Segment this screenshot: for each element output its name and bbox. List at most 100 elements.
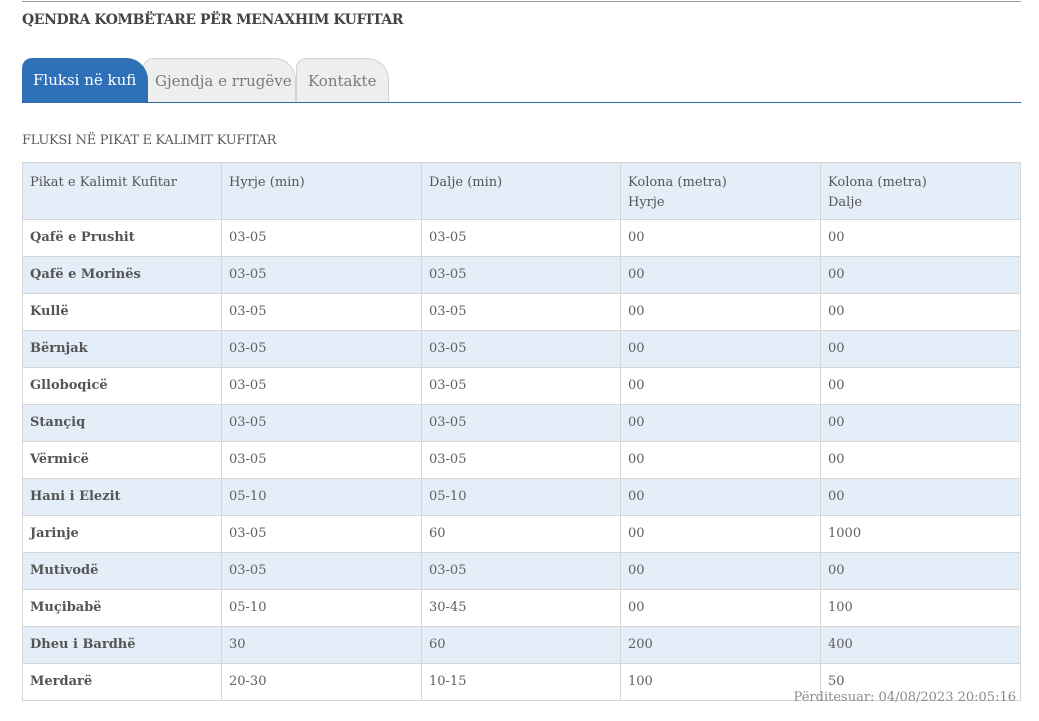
header-label: Kolona (metra) bbox=[828, 175, 927, 190]
queue-exit-cell: 00 bbox=[820, 256, 1021, 294]
queue-exit-cell: 00 bbox=[820, 552, 1021, 590]
entry-time-cell: 03-05 bbox=[221, 293, 422, 331]
exit-time-cell: 03-05 bbox=[421, 404, 621, 442]
entry-time-cell: 20-30 bbox=[221, 663, 422, 701]
queue-exit-cell: 00 bbox=[820, 330, 1021, 368]
crossing-point-cell: Bërnjak bbox=[22, 330, 222, 368]
exit-time-cell: 03-05 bbox=[421, 256, 621, 294]
queue-entry-cell: 00 bbox=[620, 330, 821, 368]
site-title: QENDRA KOMBËTARE PËR MENAXHIM KUFITAR bbox=[22, 12, 404, 28]
header-crossing-point: Pikat e Kalimit Kufitar bbox=[22, 162, 222, 220]
table-row: Muçibabë 05-10 30-45 00 100 bbox=[22, 589, 1021, 627]
table-row: Jarinje 03-05 60 00 1000 bbox=[22, 515, 1021, 553]
queue-exit-cell: 1000 bbox=[820, 515, 1021, 553]
crossing-point-cell: Muçibabë bbox=[22, 589, 222, 627]
table-row: Dheu i Bardhë 30 60 200 400 bbox=[22, 626, 1021, 664]
queue-entry-cell: 00 bbox=[620, 441, 821, 479]
top-divider bbox=[22, 1, 1021, 2]
section-title: FLUKSI NË PIKAT E KALIMIT KUFITAR bbox=[22, 133, 277, 148]
queue-entry-cell: 00 bbox=[620, 404, 821, 442]
queue-entry-cell: 00 bbox=[620, 589, 821, 627]
table-row: Kullë 03-05 03-05 00 00 bbox=[22, 293, 1021, 331]
queue-entry-cell: 00 bbox=[620, 478, 821, 516]
header-label: Kolona (metra) bbox=[628, 175, 727, 190]
crossing-point-cell: Glloboqicë bbox=[22, 367, 222, 405]
table-row: Merdarë 20-30 10-15 100 50 bbox=[22, 663, 1021, 701]
header-sublabel: Dalje bbox=[828, 195, 863, 210]
queue-entry-cell: 00 bbox=[620, 256, 821, 294]
header-entry-min: Hyrje (min) bbox=[221, 162, 422, 220]
exit-time-cell: 03-05 bbox=[421, 367, 621, 405]
entry-time-cell: 03-05 bbox=[221, 404, 422, 442]
crossing-point-cell: Qafë e Prushit bbox=[22, 219, 222, 257]
tab-road-conditions[interactable]: Gjendja e rrugëve bbox=[143, 58, 296, 102]
entry-time-cell: 03-05 bbox=[221, 441, 422, 479]
queue-exit-cell: 00 bbox=[820, 367, 1021, 405]
queue-entry-cell: 00 bbox=[620, 515, 821, 553]
entry-time-cell: 03-05 bbox=[221, 367, 422, 405]
header-sublabel: Hyrje bbox=[628, 195, 665, 210]
queue-entry-cell: 200 bbox=[620, 626, 821, 664]
entry-time-cell: 03-05 bbox=[221, 256, 422, 294]
queue-exit-cell: 400 bbox=[820, 626, 1021, 664]
header-exit-min: Dalje (min) bbox=[421, 162, 621, 220]
exit-time-cell: 03-05 bbox=[421, 441, 621, 479]
entry-time-cell: 03-05 bbox=[221, 219, 422, 257]
table-header-row: Pikat e Kalimit Kufitar Hyrje (min) Dalj… bbox=[22, 162, 1021, 220]
exit-time-cell: 03-05 bbox=[421, 219, 621, 257]
table-row: Hani i Elezit 05-10 05-10 00 00 bbox=[22, 478, 1021, 516]
exit-time-cell: 05-10 bbox=[421, 478, 621, 516]
table-row: Qafë e Prushit 03-05 03-05 00 00 bbox=[22, 219, 1021, 257]
queue-entry-cell: 00 bbox=[620, 219, 821, 257]
crossing-point-cell: Merdarë bbox=[22, 663, 222, 701]
queue-exit-cell: 00 bbox=[820, 478, 1021, 516]
entry-time-cell: 05-10 bbox=[221, 478, 422, 516]
table-row: Qafë e Morinës 03-05 03-05 00 00 bbox=[22, 256, 1021, 294]
exit-time-cell: 60 bbox=[421, 626, 621, 664]
entry-time-cell: 03-05 bbox=[221, 515, 422, 553]
header-queue-entry: Kolona (metra) Hyrje bbox=[620, 162, 821, 220]
queue-entry-cell: 00 bbox=[620, 367, 821, 405]
queue-exit-cell: 00 bbox=[820, 441, 1021, 479]
crossing-point-cell: Qafë e Morinës bbox=[22, 256, 222, 294]
table-row: Vërmicë 03-05 03-05 00 00 bbox=[22, 441, 1021, 479]
queue-exit-cell: 00 bbox=[820, 219, 1021, 257]
table-row: Stançiq 03-05 03-05 00 00 bbox=[22, 404, 1021, 442]
entry-time-cell: 05-10 bbox=[221, 589, 422, 627]
exit-time-cell: 30-45 bbox=[421, 589, 621, 627]
header-queue-exit: Kolona (metra) Dalje bbox=[820, 162, 1021, 220]
tab-contacts[interactable]: Kontakte bbox=[296, 58, 389, 102]
queue-exit-cell: 100 bbox=[820, 589, 1021, 627]
header-label: Hyrje (min) bbox=[229, 175, 305, 190]
entry-time-cell: 03-05 bbox=[221, 552, 422, 590]
queue-exit-cell: 00 bbox=[820, 404, 1021, 442]
tab-border-flux[interactable]: Fluksi në kufi bbox=[22, 58, 148, 102]
entry-time-cell: 30 bbox=[221, 626, 422, 664]
entry-time-cell: 03-05 bbox=[221, 330, 422, 368]
exit-time-cell: 03-05 bbox=[421, 552, 621, 590]
queue-exit-cell: 50 bbox=[820, 663, 1021, 701]
last-updated-text: Përditesuar: 04/08/2023 20:05:16 bbox=[793, 690, 1016, 705]
exit-time-cell: 03-05 bbox=[421, 293, 621, 331]
tab-underline bbox=[22, 102, 1021, 103]
queue-entry-cell: 100 bbox=[620, 663, 821, 701]
crossing-point-cell: Vërmicë bbox=[22, 441, 222, 479]
exit-time-cell: 60 bbox=[421, 515, 621, 553]
queue-entry-cell: 00 bbox=[620, 293, 821, 331]
header-label: Dalje (min) bbox=[429, 175, 503, 190]
queue-entry-cell: 00 bbox=[620, 552, 821, 590]
table-row: Bërnjak 03-05 03-05 00 00 bbox=[22, 330, 1021, 368]
table-body: Qafë e Prushit 03-05 03-05 00 00 Qafë e Morin… bbox=[22, 219, 1021, 701]
table-row: Mutivodë 03-05 03-05 00 00 bbox=[22, 552, 1021, 590]
exit-time-cell: 10-15 bbox=[421, 663, 621, 701]
queue-exit-cell: 00 bbox=[820, 293, 1021, 331]
crossing-point-cell: Dheu i Bardhë bbox=[22, 626, 222, 664]
table-row: Glloboqicë 03-05 03-05 00 00 bbox=[22, 367, 1021, 405]
crossing-point-cell: Jarinje bbox=[22, 515, 222, 553]
exit-time-cell: 03-05 bbox=[421, 330, 621, 368]
tab-bar: Gjendja e rrugëve Kontakte Fluksi në kuf… bbox=[22, 58, 1021, 103]
crossing-point-cell: Mutivodë bbox=[22, 552, 222, 590]
crossing-point-cell: Kullë bbox=[22, 293, 222, 331]
crossing-point-cell: Stançiq bbox=[22, 404, 222, 442]
header-label: Pikat e Kalimit Kufitar bbox=[30, 175, 177, 190]
